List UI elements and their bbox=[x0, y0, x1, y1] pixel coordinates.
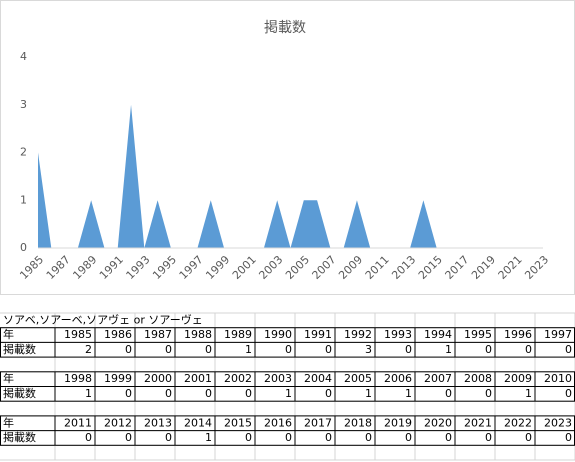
count-cell: 0 bbox=[125, 431, 132, 444]
count-cell: 0 bbox=[325, 431, 332, 444]
year-cell: 2018 bbox=[344, 416, 372, 429]
year-cell: 2004 bbox=[304, 372, 332, 385]
year-cell: 2014 bbox=[184, 416, 212, 429]
count-cell: 1 bbox=[525, 387, 532, 400]
year-cell: 1990 bbox=[264, 328, 292, 341]
count-cell: 0 bbox=[565, 343, 572, 356]
chart-frame bbox=[0, 0, 575, 295]
row-label: 掲載数 bbox=[3, 430, 36, 444]
year-cell: 2015 bbox=[224, 416, 252, 429]
count-cell: 0 bbox=[245, 431, 252, 444]
year-cell: 2020 bbox=[424, 416, 452, 429]
count-cell: 1 bbox=[285, 387, 292, 400]
year-cell: 2005 bbox=[344, 372, 372, 385]
row-label: 年 bbox=[3, 415, 14, 429]
year-cell: 2013 bbox=[144, 416, 172, 429]
count-cell: 0 bbox=[485, 431, 492, 444]
year-cell: 2007 bbox=[424, 372, 452, 385]
row-label: 年 bbox=[3, 371, 14, 385]
year-cell: 2009 bbox=[504, 372, 532, 385]
area bbox=[38, 104, 543, 248]
row-label: 年 bbox=[3, 327, 14, 341]
year-cell: 2011 bbox=[64, 416, 92, 429]
count-cell: 0 bbox=[125, 387, 132, 400]
count-cell: 0 bbox=[165, 343, 172, 356]
year-cell: 2019 bbox=[384, 416, 412, 429]
count-cell: 0 bbox=[525, 343, 532, 356]
count-cell: 3 bbox=[365, 343, 372, 356]
year-cell: 1996 bbox=[504, 328, 532, 341]
count-cell: 1 bbox=[205, 431, 212, 444]
year-cell: 1989 bbox=[224, 328, 252, 341]
y-tick-label: 0 bbox=[20, 241, 27, 254]
count-cell: 0 bbox=[205, 343, 212, 356]
year-cell: 1987 bbox=[144, 328, 172, 341]
count-cell: 0 bbox=[325, 387, 332, 400]
year-cell: 1985 bbox=[64, 328, 92, 341]
year-cell: 2021 bbox=[464, 416, 492, 429]
chart-title: 掲載数 bbox=[264, 20, 306, 36]
year-cell: 2017 bbox=[304, 416, 332, 429]
year-cell: 2010 bbox=[544, 372, 572, 385]
count-cell: 1 bbox=[245, 343, 252, 356]
year-cell: 1993 bbox=[384, 328, 412, 341]
count-cell: 0 bbox=[285, 343, 292, 356]
year-cell: 2001 bbox=[184, 372, 212, 385]
count-cell: 2 bbox=[85, 343, 92, 356]
year-cell: 2022 bbox=[504, 416, 532, 429]
year-cell: 2012 bbox=[104, 416, 132, 429]
count-cell: 0 bbox=[525, 431, 532, 444]
y-tick-label: 2 bbox=[20, 146, 27, 159]
count-cell: 0 bbox=[445, 431, 452, 444]
y-tick-label: 4 bbox=[20, 50, 27, 63]
y-tick-label: 1 bbox=[20, 193, 27, 206]
count-cell: 0 bbox=[405, 343, 412, 356]
y-tick-label: 3 bbox=[20, 98, 27, 111]
row-label: 掲載数 bbox=[3, 342, 36, 356]
year-cell: 2023 bbox=[544, 416, 572, 429]
year-cell: 1999 bbox=[104, 372, 132, 385]
year-cell: 2006 bbox=[384, 372, 412, 385]
year-cell: 2008 bbox=[464, 372, 492, 385]
year-cell: 2000 bbox=[144, 372, 172, 385]
count-cell: 0 bbox=[285, 431, 292, 444]
count-cell: 0 bbox=[485, 343, 492, 356]
count-cell: 1 bbox=[445, 343, 452, 356]
count-cell: 1 bbox=[85, 387, 92, 400]
count-cell: 0 bbox=[325, 343, 332, 356]
year-cell: 1991 bbox=[304, 328, 332, 341]
count-cell: 0 bbox=[125, 343, 132, 356]
count-cell: 0 bbox=[565, 431, 572, 444]
year-cell: 1986 bbox=[104, 328, 132, 341]
count-cell: 0 bbox=[205, 387, 212, 400]
year-cell: 1992 bbox=[344, 328, 372, 341]
year-cell: 1994 bbox=[424, 328, 452, 341]
table-title: ソアベ,ソアーベ,ソアヴェ or ソアーヴェ bbox=[3, 312, 203, 326]
count-cell: 0 bbox=[365, 431, 372, 444]
row-label: 掲載数 bbox=[3, 386, 36, 400]
year-cell: 1995 bbox=[464, 328, 492, 341]
count-cell: 1 bbox=[405, 387, 412, 400]
year-cell: 2003 bbox=[264, 372, 292, 385]
count-cell: 0 bbox=[445, 387, 452, 400]
count-cell: 0 bbox=[485, 387, 492, 400]
count-cell: 0 bbox=[165, 387, 172, 400]
count-cell: 0 bbox=[85, 431, 92, 444]
year-cell: 2002 bbox=[224, 372, 252, 385]
year-cell: 1997 bbox=[544, 328, 572, 341]
year-cell: 2016 bbox=[264, 416, 292, 429]
count-cell: 0 bbox=[165, 431, 172, 444]
count-cell: 0 bbox=[245, 387, 252, 400]
count-cell: 1 bbox=[365, 387, 372, 400]
count-cell: 0 bbox=[565, 387, 572, 400]
count-cell: 0 bbox=[405, 431, 412, 444]
year-cell: 1988 bbox=[184, 328, 212, 341]
year-cell: 1998 bbox=[64, 372, 92, 385]
